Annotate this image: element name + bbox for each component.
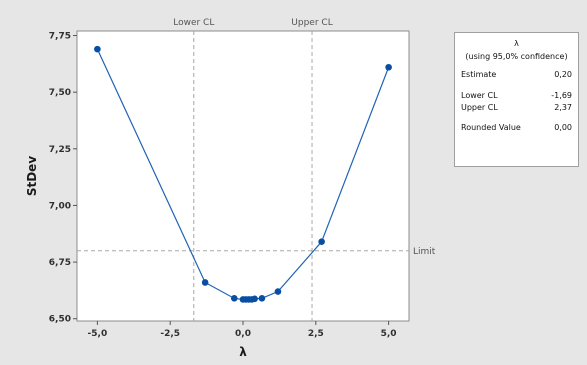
legend-row-label: Upper CL	[461, 103, 498, 112]
legend-row-label: Estimate	[461, 70, 497, 79]
legend-row-value: 2,37	[554, 103, 572, 112]
x-axis-title: λ	[239, 345, 247, 359]
x-tick-label: 0,0	[235, 329, 251, 339]
y-tick-label: 7,00	[49, 201, 71, 211]
series-layer	[94, 45, 392, 303]
data-point	[201, 279, 209, 286]
data-point	[230, 295, 238, 302]
legend-row-lower-cl: Lower CL -1,69	[461, 91, 572, 100]
legend-row-label: Lower CL	[461, 91, 498, 100]
y-tick-label: 6,75	[49, 258, 71, 268]
y-tick-label: 6,50	[49, 315, 71, 325]
legend-title: λ	[514, 39, 519, 48]
data-point	[251, 295, 258, 303]
legend-row-value: -1,69	[551, 91, 572, 100]
y-axis: 6,50 6,75 7,00 7,25 7,50 7,75	[49, 32, 77, 325]
x-tick-label: 5,0	[381, 329, 397, 339]
y-tick-label: 7,75	[49, 32, 71, 42]
plot-area	[76, 30, 410, 322]
data-point	[94, 45, 101, 53]
legend-subtitle: (using 95,0% confidence)	[465, 52, 568, 61]
data-point	[258, 295, 266, 302]
data-point	[385, 63, 392, 71]
legend-row-value: 0,00	[554, 123, 572, 132]
legend-row-label: Rounded Value	[461, 123, 521, 132]
ref-line-label: Upper CL	[291, 18, 332, 28]
ref-line-label: Limit	[413, 247, 436, 257]
y-axis-title: StDev	[25, 156, 39, 196]
x-tick-label: -5,0	[88, 329, 108, 339]
data-point	[274, 288, 282, 295]
x-axis: -5,0 -2,5 0,0 2,5 5,0	[88, 321, 397, 339]
reference-lines: Lower CL Upper CL Limit	[77, 18, 436, 321]
x-tick-label: -2,5	[160, 329, 180, 339]
legend-row-value: 0,20	[554, 70, 572, 79]
data-point	[318, 238, 325, 246]
lambda-summary-box: λ (using 95,0% confidence) Estimate 0,20…	[454, 32, 579, 167]
ref-line-label: Lower CL	[173, 18, 214, 28]
legend-row-estimate: Estimate 0,20	[461, 70, 572, 79]
legend-row-rounded-value: Rounded Value 0,00	[461, 123, 572, 132]
x-tick-label: 2,5	[308, 329, 324, 339]
legend-row-upper-cl: Upper CL 2,37	[461, 103, 572, 112]
y-tick-label: 7,25	[49, 145, 71, 155]
y-tick-label: 7,50	[49, 88, 71, 98]
